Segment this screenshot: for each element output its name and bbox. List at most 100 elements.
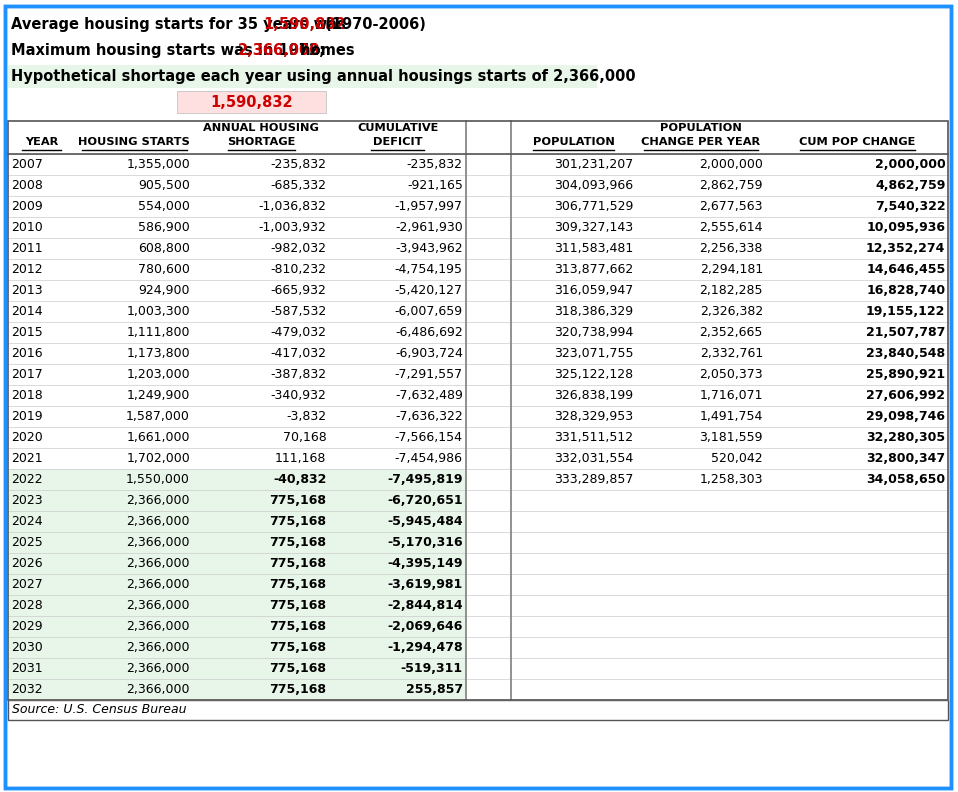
Text: -5,420,127: -5,420,127 xyxy=(395,284,463,297)
Text: 2,366,000: 2,366,000 xyxy=(126,494,190,507)
Text: 2,555,614: 2,555,614 xyxy=(699,221,763,234)
Text: -235,832: -235,832 xyxy=(407,158,463,171)
Text: 2,256,338: 2,256,338 xyxy=(699,242,763,255)
Bar xyxy=(8,616,466,637)
Text: 2018: 2018 xyxy=(11,389,42,402)
Text: 1,249,900: 1,249,900 xyxy=(126,389,190,402)
Text: 3,181,559: 3,181,559 xyxy=(699,431,763,444)
Text: 2,366,000: 2,366,000 xyxy=(126,515,190,528)
Text: 780,600: 780,600 xyxy=(138,263,190,276)
Text: 1,550,000: 1,550,000 xyxy=(126,473,190,486)
Bar xyxy=(8,511,466,532)
Text: -519,311: -519,311 xyxy=(400,662,463,675)
Text: 2012: 2012 xyxy=(11,263,42,276)
Bar xyxy=(8,700,948,720)
Text: 2,182,285: 2,182,285 xyxy=(699,284,763,297)
Text: 320,738,994: 320,738,994 xyxy=(554,326,633,339)
Text: 775,168: 775,168 xyxy=(269,683,327,696)
Bar xyxy=(8,679,466,700)
Text: 306,771,529: 306,771,529 xyxy=(554,200,633,213)
Text: 586,900: 586,900 xyxy=(138,221,190,234)
Text: 12,352,274: 12,352,274 xyxy=(866,242,946,255)
Bar xyxy=(8,532,466,553)
Text: 1,258,303: 1,258,303 xyxy=(699,473,763,486)
Text: 2019: 2019 xyxy=(11,410,42,423)
Text: 775,168: 775,168 xyxy=(269,536,327,549)
Text: 2,677,563: 2,677,563 xyxy=(699,200,763,213)
Text: CHANGE PER YEAR: CHANGE PER YEAR xyxy=(642,137,761,147)
Text: 111,168: 111,168 xyxy=(275,452,327,465)
Text: 1,003,300: 1,003,300 xyxy=(126,305,190,318)
Text: 301,231,207: 301,231,207 xyxy=(554,158,633,171)
Text: DEFICIT: DEFICIT xyxy=(373,137,422,147)
Text: -587,532: -587,532 xyxy=(270,305,327,318)
Bar xyxy=(8,595,466,616)
Text: 2,366,000: 2,366,000 xyxy=(126,599,190,612)
Text: Source: U.S. Census Bureau: Source: U.S. Census Bureau xyxy=(11,703,186,716)
Text: 1,203,000: 1,203,000 xyxy=(126,368,190,381)
Text: Hypothetical shortage each year using annual housings starts of 2,366,000: Hypothetical shortage each year using an… xyxy=(11,69,636,84)
Text: 775,168: 775,168 xyxy=(269,599,327,612)
Text: -7,566,154: -7,566,154 xyxy=(395,431,463,444)
Text: 309,327,143: 309,327,143 xyxy=(554,221,633,234)
Bar xyxy=(8,121,948,700)
Text: Average housing starts for 35 years was: Average housing starts for 35 years was xyxy=(11,17,352,32)
Text: 2,366,000: 2,366,000 xyxy=(126,641,190,654)
Text: -5,170,316: -5,170,316 xyxy=(387,536,463,549)
Text: CUMULATIVE: CUMULATIVE xyxy=(357,123,439,133)
Text: -4,754,195: -4,754,195 xyxy=(395,263,463,276)
Text: 304,093,966: 304,093,966 xyxy=(554,179,633,192)
Text: 775,168: 775,168 xyxy=(269,557,327,570)
Text: -2,961,930: -2,961,930 xyxy=(395,221,463,234)
Text: -3,832: -3,832 xyxy=(286,410,327,423)
Text: CUM POP CHANGE: CUM POP CHANGE xyxy=(799,137,915,147)
Text: -982,032: -982,032 xyxy=(270,242,327,255)
Text: 2011: 2011 xyxy=(11,242,42,255)
Text: 19,155,122: 19,155,122 xyxy=(866,305,946,318)
Text: 2028: 2028 xyxy=(11,599,42,612)
Text: -387,832: -387,832 xyxy=(270,368,327,381)
Text: 2007: 2007 xyxy=(11,158,42,171)
Text: 905,500: 905,500 xyxy=(138,179,190,192)
Text: 326,838,199: 326,838,199 xyxy=(554,389,633,402)
Text: 2017: 2017 xyxy=(11,368,42,381)
Text: 2014: 2014 xyxy=(11,305,42,318)
Text: 32,280,305: 32,280,305 xyxy=(866,431,946,444)
Text: 2,326,382: 2,326,382 xyxy=(699,305,763,318)
Text: 2,352,665: 2,352,665 xyxy=(699,326,763,339)
Text: 328,329,953: 328,329,953 xyxy=(554,410,633,423)
Bar xyxy=(8,574,466,595)
Text: 2021: 2021 xyxy=(11,452,42,465)
Text: 318,386,329: 318,386,329 xyxy=(554,305,633,318)
Text: 2026: 2026 xyxy=(11,557,42,570)
Text: 2010: 2010 xyxy=(11,221,42,234)
Text: 775,168: 775,168 xyxy=(269,620,327,633)
Text: 331,511,512: 331,511,512 xyxy=(554,431,633,444)
Text: 2013: 2013 xyxy=(11,284,42,297)
Text: 14,646,455: 14,646,455 xyxy=(866,263,946,276)
FancyBboxPatch shape xyxy=(5,6,951,788)
Text: 1,590,832: 1,590,832 xyxy=(210,95,293,110)
Text: -1,036,832: -1,036,832 xyxy=(259,200,327,213)
Text: -7,632,489: -7,632,489 xyxy=(395,389,463,402)
Text: 2,366,000: 2,366,000 xyxy=(239,43,321,58)
Text: -340,932: -340,932 xyxy=(270,389,327,402)
Text: 1,111,800: 1,111,800 xyxy=(126,326,190,339)
Text: 27,606,992: 27,606,992 xyxy=(866,389,946,402)
Text: 32,800,347: 32,800,347 xyxy=(866,452,946,465)
Text: 311,583,481: 311,583,481 xyxy=(554,242,633,255)
Text: 775,168: 775,168 xyxy=(269,578,327,591)
Text: 2,050,373: 2,050,373 xyxy=(699,368,763,381)
Text: 2022: 2022 xyxy=(11,473,42,486)
Text: 2,294,181: 2,294,181 xyxy=(699,263,763,276)
Text: 1,173,800: 1,173,800 xyxy=(126,347,190,360)
Bar xyxy=(8,553,466,574)
Text: 2,366,000: 2,366,000 xyxy=(126,557,190,570)
Text: 2,862,759: 2,862,759 xyxy=(699,179,763,192)
Text: -1,003,932: -1,003,932 xyxy=(259,221,327,234)
Bar xyxy=(8,637,466,658)
Bar xyxy=(8,469,466,490)
Text: 775,168: 775,168 xyxy=(269,494,327,507)
Text: 554,000: 554,000 xyxy=(138,200,190,213)
Bar xyxy=(8,65,597,88)
